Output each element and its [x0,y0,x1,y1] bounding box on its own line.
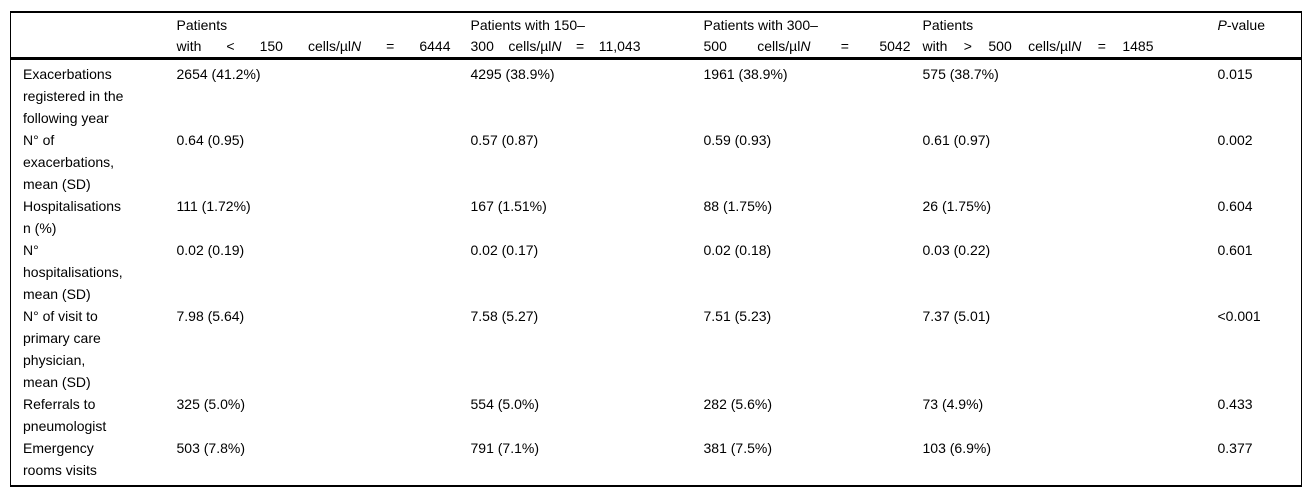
header-row: Patients with < 150 cells/µlN = 6444 Pat… [10,12,1302,59]
cell-value: 7.37 (5.01) [922,308,991,324]
header-line2-text: with < 150 cells/µl [176,38,352,54]
row-label: N° of exacerbations, mean (SD) [23,132,115,192]
cell-value: 4295 (38.9%) [470,66,555,82]
cell-value: 167 (1.51%) [470,198,547,214]
row-label: Exacerbations registered in the followin… [23,66,124,126]
p-value-cell: 0.601 [1217,242,1253,258]
n-symbol: N [800,38,811,54]
row-label: N° hospitalisations, mean (SD) [23,242,123,302]
cell-value: 381 (7.5%) [703,440,772,456]
cell-value: 0.02 (0.19) [176,242,245,258]
cell-value: 575 (38.7%) [922,66,999,82]
row-label: Emergency rooms visits [23,440,97,478]
header-line1: Patients [922,17,974,33]
header-line2-count: = 5042 [810,38,911,54]
header-line2-count: = 11,043 [561,38,641,54]
p-value-cell: 0.377 [1217,440,1253,456]
cell-value: 111 (1.72%) [176,198,251,214]
cell-value: 503 (7.8%) [176,440,245,456]
table-row-primary-care-visits: N° of visit to primary care physician, m… [11,305,1302,393]
row-label: Hospitalisations n (%) [23,198,122,236]
cell-value: 282 (5.6%) [703,396,772,412]
row-label: Referrals to pneumologist [23,396,107,434]
cell-value: 7.51 (5.23) [703,308,772,324]
p-value-cell: 0.604 [1217,198,1253,214]
n-symbol: N [551,38,562,54]
header-line2-text: 500 cells/µl [703,38,801,54]
row-label: N° of visit to primary care physician, m… [23,308,101,390]
page: Patients with < 150 cells/µlN = 6444 Pat… [10,11,1302,487]
header-line2-text: 300 cells/µl [470,38,552,54]
p-value-cell: 0.015 [1217,66,1253,82]
header-line2: 500 cells/µlN = 5042 [704,36,911,57]
table-row-referrals: Referrals to pneumologist 325 (5.0%) 554… [11,393,1302,437]
cell-value: 7.58 (5.27) [470,308,539,324]
cell-value: 26 (1.75%) [922,198,991,214]
cell-value: 0.02 (0.17) [470,242,539,258]
outcomes-table: Patients with < 150 cells/µlN = 6444 Pat… [10,11,1302,487]
pvalue-label: P-value [1218,15,1296,36]
header-line1: Patients [176,17,228,33]
header-line2-count: = 6444 [361,38,451,54]
cell-value: 0.57 (0.87) [470,132,539,148]
table-row-hospitalisations: Hospitalisations n (%) 111 (1.72%) 167 (… [11,195,1302,239]
cell-value: 88 (1.75%) [703,198,772,214]
cell-value: 0.64 (0.95) [176,132,245,148]
cell-value: 0.02 (0.18) [703,242,772,258]
p-value-cell: 0.433 [1217,396,1253,412]
n-symbol: N [1071,38,1082,54]
cell-value: 7.98 (5.64) [176,308,245,324]
table-row-exacerbations: Exacerbations registered in the followin… [11,59,1302,130]
pvalue-label-rest: -value [1226,17,1265,33]
header-empty-cell [11,12,177,59]
cell-value: 0.61 (0.97) [922,132,991,148]
header-col-gt500: Patients with > 500 cells/µlN = 1485 [923,12,1218,59]
cell-value: 1961 (38.9%) [703,66,788,82]
header-col-150-300: Patients with 150– 300 cells/µlN = 11,04… [471,12,704,59]
cell-value: 554 (5.0%) [470,396,539,412]
cell-value: 73 (4.9%) [922,396,984,412]
header-line2: with < 150 cells/µlN = 6444 [177,36,451,57]
cell-value: 0.03 (0.22) [922,242,991,258]
table-row-n-exacerbations: N° of exacerbations, mean (SD) 0.64 (0.9… [11,129,1302,195]
header-line2: 300 cells/µlN = 11,043 [471,36,641,57]
p-value-cell: 0.002 [1217,132,1253,148]
n-symbol: N [351,38,362,54]
p-symbol: P [1217,17,1227,33]
header-pvalue: P-value [1218,12,1302,59]
header-col-lt150: Patients with < 150 cells/µlN = 6444 [177,12,471,59]
cell-value: 325 (5.0%) [176,396,245,412]
table-row-emergency-rooms: Emergency rooms visits 503 (7.8%) 791 (7… [11,437,1302,486]
table-row-n-hospitalisations: N° hospitalisations, mean (SD) 0.02 (0.1… [11,239,1302,305]
header-line1: Patients with 300– [703,17,818,33]
header-line2-text: with > 500 cells/µl [922,38,1072,54]
header-col-300-500: Patients with 300– 500 cells/µlN = 5042 [704,12,923,59]
header-line2: with > 500 cells/µlN = 1485 [923,36,1154,57]
cell-value: 0.59 (0.93) [703,132,772,148]
p-value-cell: <0.001 [1217,308,1261,324]
header-line1: Patients with 150– [470,17,585,33]
cell-value: 2654 (41.2%) [176,66,261,82]
cell-value: 791 (7.1%) [470,440,539,456]
header-line2-count: = 1485 [1081,38,1154,54]
cell-value: 103 (6.9%) [922,440,991,456]
